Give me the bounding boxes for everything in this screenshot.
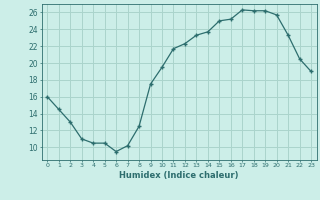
X-axis label: Humidex (Indice chaleur): Humidex (Indice chaleur) [119, 171, 239, 180]
